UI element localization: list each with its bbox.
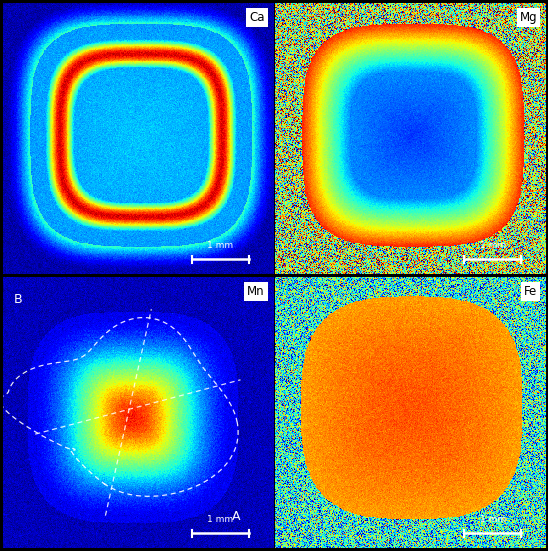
Text: 1 mm: 1 mm: [480, 515, 506, 524]
Text: Mg: Mg: [520, 11, 537, 24]
Text: B: B: [14, 293, 22, 306]
Text: 1 mm: 1 mm: [207, 241, 233, 250]
Text: A: A: [232, 510, 241, 523]
Text: Ca: Ca: [249, 11, 265, 24]
Text: Mn: Mn: [247, 285, 265, 298]
Text: Fe: Fe: [524, 285, 537, 298]
Text: 1 mm: 1 mm: [480, 241, 506, 250]
Text: 1 mm: 1 mm: [207, 515, 233, 524]
